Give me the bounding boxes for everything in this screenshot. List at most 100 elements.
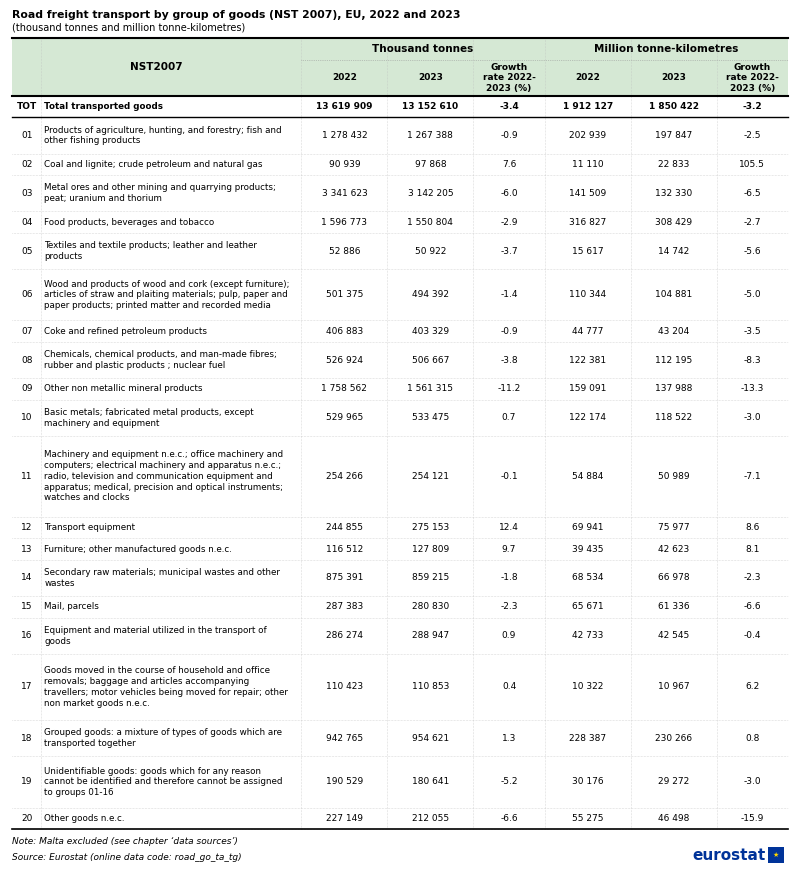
Text: 501 375: 501 375 bbox=[326, 291, 363, 300]
Text: 1 758 562: 1 758 562 bbox=[322, 384, 367, 394]
Text: Goods moved in the course of household and office
removals; baggage and articles: Goods moved in the course of household a… bbox=[44, 666, 288, 707]
Text: 1 596 773: 1 596 773 bbox=[322, 218, 367, 226]
Text: -2.3: -2.3 bbox=[743, 574, 761, 582]
Text: 529 965: 529 965 bbox=[326, 413, 363, 422]
Text: 11 110: 11 110 bbox=[572, 160, 603, 169]
Text: 105.5: 105.5 bbox=[739, 160, 766, 169]
Text: Total transported goods: Total transported goods bbox=[44, 102, 163, 111]
Text: 01: 01 bbox=[21, 131, 33, 140]
Text: Growth
rate 2022-
2023 (%): Growth rate 2022- 2023 (%) bbox=[726, 63, 778, 93]
Text: NST2007: NST2007 bbox=[130, 62, 183, 72]
Text: 954 621: 954 621 bbox=[412, 734, 449, 743]
Text: Grouped goods: a mixture of types of goods which are
transported together: Grouped goods: a mixture of types of goo… bbox=[44, 729, 282, 748]
Text: 66 978: 66 978 bbox=[658, 574, 690, 582]
Text: -0.4: -0.4 bbox=[743, 631, 761, 640]
Text: 254 121: 254 121 bbox=[412, 472, 449, 481]
Text: Transport equipment: Transport equipment bbox=[44, 523, 135, 532]
Text: 288 947: 288 947 bbox=[412, 631, 449, 640]
Text: 190 529: 190 529 bbox=[326, 777, 363, 787]
Text: 1 550 804: 1 550 804 bbox=[407, 218, 454, 226]
Text: eurostat: eurostat bbox=[693, 848, 766, 862]
Text: -11.2: -11.2 bbox=[498, 384, 521, 394]
Text: 0.8: 0.8 bbox=[745, 734, 759, 743]
Text: 07: 07 bbox=[21, 327, 33, 336]
Text: 1 267 388: 1 267 388 bbox=[407, 131, 454, 140]
Text: 46 498: 46 498 bbox=[658, 814, 690, 823]
Text: Chemicals, chemical products, and man-made fibres;
rubber and plastic products ;: Chemicals, chemical products, and man-ma… bbox=[44, 350, 278, 370]
Text: 20: 20 bbox=[21, 814, 32, 823]
Text: 506 667: 506 667 bbox=[412, 356, 449, 365]
Text: 308 429: 308 429 bbox=[655, 218, 692, 226]
Text: Road freight transport by group of goods (NST 2007), EU, 2022 and 2023: Road freight transport by group of goods… bbox=[12, 10, 461, 20]
Bar bbox=[12, 400, 788, 436]
Text: 212 055: 212 055 bbox=[412, 814, 449, 823]
Text: 3 341 623: 3 341 623 bbox=[322, 189, 367, 198]
Text: 2023: 2023 bbox=[662, 73, 686, 83]
Text: 110 423: 110 423 bbox=[326, 683, 363, 692]
Text: 2022: 2022 bbox=[575, 73, 600, 83]
Text: -2.7: -2.7 bbox=[743, 218, 761, 226]
Text: 104 881: 104 881 bbox=[655, 291, 692, 300]
Text: 0.4: 0.4 bbox=[502, 683, 516, 692]
Text: 09: 09 bbox=[21, 384, 33, 394]
Text: TOT: TOT bbox=[17, 102, 37, 111]
Bar bbox=[12, 654, 788, 720]
Text: 14: 14 bbox=[21, 574, 32, 582]
Text: Metal ores and other mining and quarrying products;
peat; uranium and thorium: Metal ores and other mining and quarryin… bbox=[44, 183, 276, 204]
Text: 12.4: 12.4 bbox=[499, 523, 519, 532]
Text: 02: 02 bbox=[21, 160, 32, 169]
Text: Products of agriculture, hunting, and forestry; fish and
other fishing products: Products of agriculture, hunting, and fo… bbox=[44, 126, 282, 145]
Text: 406 883: 406 883 bbox=[326, 327, 363, 336]
Text: 65 671: 65 671 bbox=[572, 603, 603, 611]
Text: 286 274: 286 274 bbox=[326, 631, 363, 640]
Bar bbox=[12, 153, 788, 175]
Text: Furniture; other manufactured goods n.e.c.: Furniture; other manufactured goods n.e.… bbox=[44, 544, 232, 553]
Text: 15: 15 bbox=[21, 603, 33, 611]
Text: 8.1: 8.1 bbox=[745, 544, 759, 553]
Text: -5.2: -5.2 bbox=[500, 777, 518, 787]
Text: Machinery and equipment n.e.c.; office machinery and
computers; electrical machi: Machinery and equipment n.e.c.; office m… bbox=[44, 450, 283, 502]
Text: -6.6: -6.6 bbox=[743, 603, 761, 611]
Text: 39 435: 39 435 bbox=[572, 544, 603, 553]
Text: Source: Eurostat (online data code: road_go_ta_tg): Source: Eurostat (online data code: road… bbox=[12, 853, 242, 862]
Text: Equipment and material utilized in the transport of
goods: Equipment and material utilized in the t… bbox=[44, 626, 267, 646]
Text: Other non metallic mineral products: Other non metallic mineral products bbox=[44, 384, 203, 394]
Text: -2.3: -2.3 bbox=[500, 603, 518, 611]
Text: 1.3: 1.3 bbox=[502, 734, 516, 743]
Text: -1.4: -1.4 bbox=[500, 291, 518, 300]
Text: 43 204: 43 204 bbox=[658, 327, 690, 336]
Text: 50 989: 50 989 bbox=[658, 472, 690, 481]
Bar bbox=[12, 117, 788, 153]
Text: Note: Malta excluded (see chapter ‘data sources’): Note: Malta excluded (see chapter ‘data … bbox=[12, 837, 238, 846]
Bar bbox=[12, 233, 788, 270]
Text: 42 623: 42 623 bbox=[658, 544, 690, 553]
Text: 44 777: 44 777 bbox=[572, 327, 603, 336]
Bar bbox=[12, 538, 788, 559]
Text: -3.7: -3.7 bbox=[500, 247, 518, 255]
Text: 110 853: 110 853 bbox=[412, 683, 449, 692]
Text: 97 868: 97 868 bbox=[414, 160, 446, 169]
Text: 04: 04 bbox=[21, 218, 32, 226]
Text: Unidentifiable goods: goods which for any reason
cannot be identified and theref: Unidentifiable goods: goods which for an… bbox=[44, 766, 283, 797]
Text: 05: 05 bbox=[21, 247, 33, 255]
Text: 13 152 610: 13 152 610 bbox=[402, 102, 458, 111]
Bar bbox=[12, 596, 788, 618]
Text: 18: 18 bbox=[21, 734, 33, 743]
Text: 08: 08 bbox=[21, 356, 33, 365]
Text: 2022: 2022 bbox=[332, 73, 357, 83]
Text: Growth
rate 2022-
2023 (%): Growth rate 2022- 2023 (%) bbox=[482, 63, 535, 93]
Text: 68 534: 68 534 bbox=[572, 574, 603, 582]
Text: -3.0: -3.0 bbox=[743, 413, 761, 422]
Text: 403 329: 403 329 bbox=[412, 327, 449, 336]
Text: 127 809: 127 809 bbox=[412, 544, 449, 553]
Text: -13.3: -13.3 bbox=[741, 384, 764, 394]
Text: -3.4: -3.4 bbox=[499, 102, 519, 111]
Text: 10 322: 10 322 bbox=[572, 683, 603, 692]
Text: 8.6: 8.6 bbox=[745, 523, 759, 532]
Text: -0.9: -0.9 bbox=[500, 131, 518, 140]
Text: -0.1: -0.1 bbox=[500, 472, 518, 481]
Text: Coke and refined petroleum products: Coke and refined petroleum products bbox=[44, 327, 207, 336]
Text: 9.7: 9.7 bbox=[502, 544, 516, 553]
Text: -2.5: -2.5 bbox=[743, 131, 761, 140]
Text: 61 336: 61 336 bbox=[658, 603, 690, 611]
